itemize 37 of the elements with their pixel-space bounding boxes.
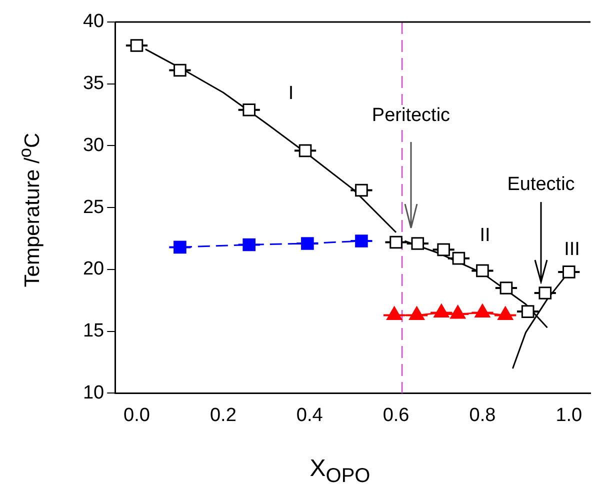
- point: [298, 144, 312, 158]
- annotation: Eutectic: [507, 174, 575, 195]
- point: [452, 252, 466, 265]
- point: [174, 240, 186, 254]
- point: [355, 184, 368, 197]
- y-tick-label: 40: [82, 11, 104, 32]
- x-tick-label: 1.0: [556, 404, 582, 426]
- point: [538, 286, 552, 300]
- x-tick-label: 0.4: [296, 404, 324, 426]
- annotation: II: [480, 225, 490, 246]
- x-tick-label: 0.2: [210, 404, 236, 426]
- y-tick-label: 25: [82, 196, 104, 218]
- point: [130, 39, 144, 52]
- point: [242, 103, 256, 116]
- point: [355, 234, 368, 248]
- point: [411, 237, 424, 250]
- x-tick-label: 0.0: [124, 404, 150, 426]
- y-tick-label: 30: [82, 134, 104, 156]
- y-tick-label: 15: [82, 320, 104, 342]
- point: [476, 264, 489, 278]
- point: [437, 243, 450, 256]
- annotation: III: [564, 239, 580, 260]
- annotation: Peritectic: [372, 105, 450, 126]
- x-axis-title: X$_{OPO}$: [308, 455, 372, 488]
- point: [500, 282, 513, 294]
- point: [174, 64, 186, 77]
- x-tick-label: 0.8: [469, 404, 496, 426]
- point: [562, 266, 576, 278]
- point: [242, 238, 256, 252]
- point: [301, 237, 314, 250]
- annotation: I: [288, 83, 294, 104]
- point: [390, 236, 402, 249]
- x-tick-label: 0.6: [382, 404, 410, 426]
- point: [521, 305, 534, 318]
- y-tick-label: 10: [82, 382, 104, 404]
- y-tick-label: 35: [82, 73, 104, 94]
- y-tick-label: 20: [82, 258, 104, 280]
